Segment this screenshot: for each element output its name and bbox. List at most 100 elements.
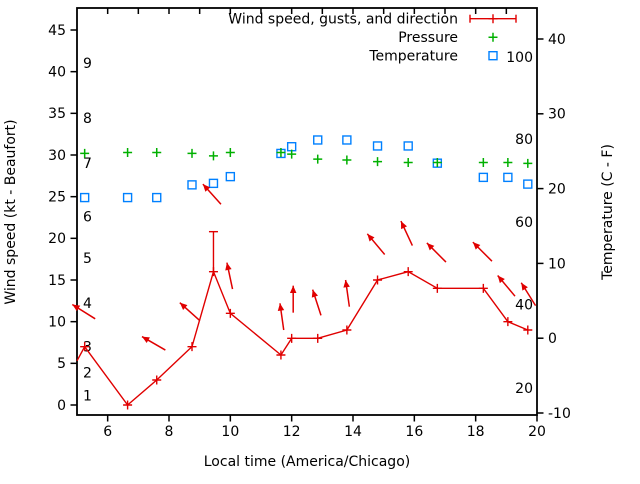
pressure-point <box>276 148 286 158</box>
plot-border <box>76 7 538 416</box>
wind-point <box>478 283 488 293</box>
pressure-point <box>313 154 323 164</box>
wind-direction-arrows <box>71 183 537 351</box>
beaufort-scale-label: 1 <box>83 389 92 405</box>
wind-arrow-head <box>367 233 375 242</box>
beaufort-scale-label: 6 <box>83 210 92 226</box>
y-axis-right: -10 0 10 20 30 40 20 40 60 80 100 Temperature (C - … <box>506 32 616 422</box>
wind-point <box>523 325 533 335</box>
wind-arrow-head <box>277 303 285 311</box>
temperature-point <box>286 142 297 152</box>
x-tick-label: 14 <box>344 424 362 440</box>
pressure-point <box>478 158 488 168</box>
wind-point <box>276 350 286 360</box>
wind-point <box>225 308 235 318</box>
pressure-point <box>523 158 533 168</box>
x-tick-label: 6 <box>103 424 112 440</box>
wind-point <box>342 325 352 335</box>
temperature-point <box>313 135 323 145</box>
y-left-tick-label: 30 <box>48 148 66 164</box>
x-tick-label: 16 <box>405 424 423 440</box>
temperature-point <box>208 178 219 189</box>
pressure-point <box>503 158 513 168</box>
x-tick-label: 10 <box>221 424 239 440</box>
legend-label-wind: Wind speed, gusts, and direction <box>228 12 458 28</box>
wind-arrow-head <box>521 282 528 291</box>
temperature-point <box>187 180 197 190</box>
fahrenheit-scale-label: 80 <box>515 132 533 148</box>
legend-label-pressure: Pressure <box>398 30 458 46</box>
temperature-point <box>523 179 533 189</box>
pressure-point <box>187 148 197 158</box>
beaufort-scale-label: 5 <box>83 251 92 267</box>
wind-arrow-head <box>179 302 188 310</box>
temperature-point <box>225 171 236 182</box>
y-right-tick-label: 10 <box>548 256 566 272</box>
x-tick-label: 20 <box>528 424 546 440</box>
wind-arrow-head <box>400 221 407 230</box>
temperature-point <box>478 172 489 183</box>
y-left-tick-label: 40 <box>48 65 66 81</box>
wind-arrow-head <box>225 262 232 271</box>
beaufort-scale-label: 4 <box>83 296 92 312</box>
wind-arrow-head <box>202 184 211 192</box>
wind-arrow-head <box>72 304 81 312</box>
pressure-point <box>342 155 352 165</box>
beaufort-scale-label: 8 <box>83 111 92 127</box>
wind-arrow-head <box>426 242 435 251</box>
wind-point <box>503 317 513 327</box>
wind-arrow-head <box>311 289 318 298</box>
beaufort-scale-label: 3 <box>83 340 92 356</box>
pressure-point <box>152 148 162 158</box>
wind-arrow-head <box>472 242 481 250</box>
x-tick-label: 18 <box>467 424 485 440</box>
y-left-axis-label: Wind speed (kt - Beaufort) <box>3 119 19 304</box>
temperature-point <box>152 192 162 203</box>
wind-arrow-head <box>343 279 350 288</box>
fahrenheit-scale-label: 20 <box>515 381 533 397</box>
pressure-point <box>432 158 442 168</box>
y-left-tick-label: 35 <box>48 106 66 122</box>
fahrenheit-scale-label: 100 <box>506 50 533 66</box>
wind-point <box>313 333 323 343</box>
y-right-tick-label: 0 <box>548 331 557 347</box>
temperature-point <box>403 141 413 151</box>
temperature-point <box>79 192 90 203</box>
temperature-point <box>503 172 513 183</box>
wind-point <box>187 342 197 352</box>
x-tick-label: 12 <box>283 424 301 440</box>
fahrenheit-scale-label: 60 <box>515 215 533 231</box>
wind-series <box>76 230 533 410</box>
pressure-point <box>403 158 413 168</box>
wind-point <box>80 342 90 352</box>
pressure-point <box>80 148 90 158</box>
legend-temperature-sample-marker <box>488 51 498 61</box>
y-left-tick-label: 15 <box>48 273 66 289</box>
y-right-tick-label: 30 <box>548 107 566 123</box>
legend-wind-sample-marker <box>488 14 498 24</box>
y-left-tick-label: 45 <box>48 23 66 39</box>
legend-label-temperature: Temperature <box>368 49 458 65</box>
temperature-point <box>122 192 133 203</box>
legend-pressure-sample-marker <box>488 32 498 42</box>
wind-arrow-head <box>289 285 297 293</box>
x-axis: 6 8 10 12 14 16 18 20 Local time (America/Chicag… <box>103 8 546 470</box>
y-left-tick-label: 10 <box>48 315 66 331</box>
temperature-point <box>372 141 383 151</box>
pressure-series <box>80 148 533 168</box>
y-right-axis-label: Temperature (C - F) <box>600 144 616 281</box>
y-left-tick-label: 20 <box>48 231 66 247</box>
temperature-series <box>79 135 533 203</box>
pressure-point <box>287 149 297 159</box>
y-left-tick-label: 25 <box>48 190 66 206</box>
x-axis-label: Local time (America/Chicago) <box>204 454 410 470</box>
wind-point <box>432 283 442 293</box>
pressure-point <box>373 157 383 167</box>
y-left-tick-label: 0 <box>57 398 66 414</box>
wind-arrow-head <box>497 275 505 284</box>
y-right-tick-label: 20 <box>548 182 566 198</box>
pressure-point <box>208 151 218 161</box>
